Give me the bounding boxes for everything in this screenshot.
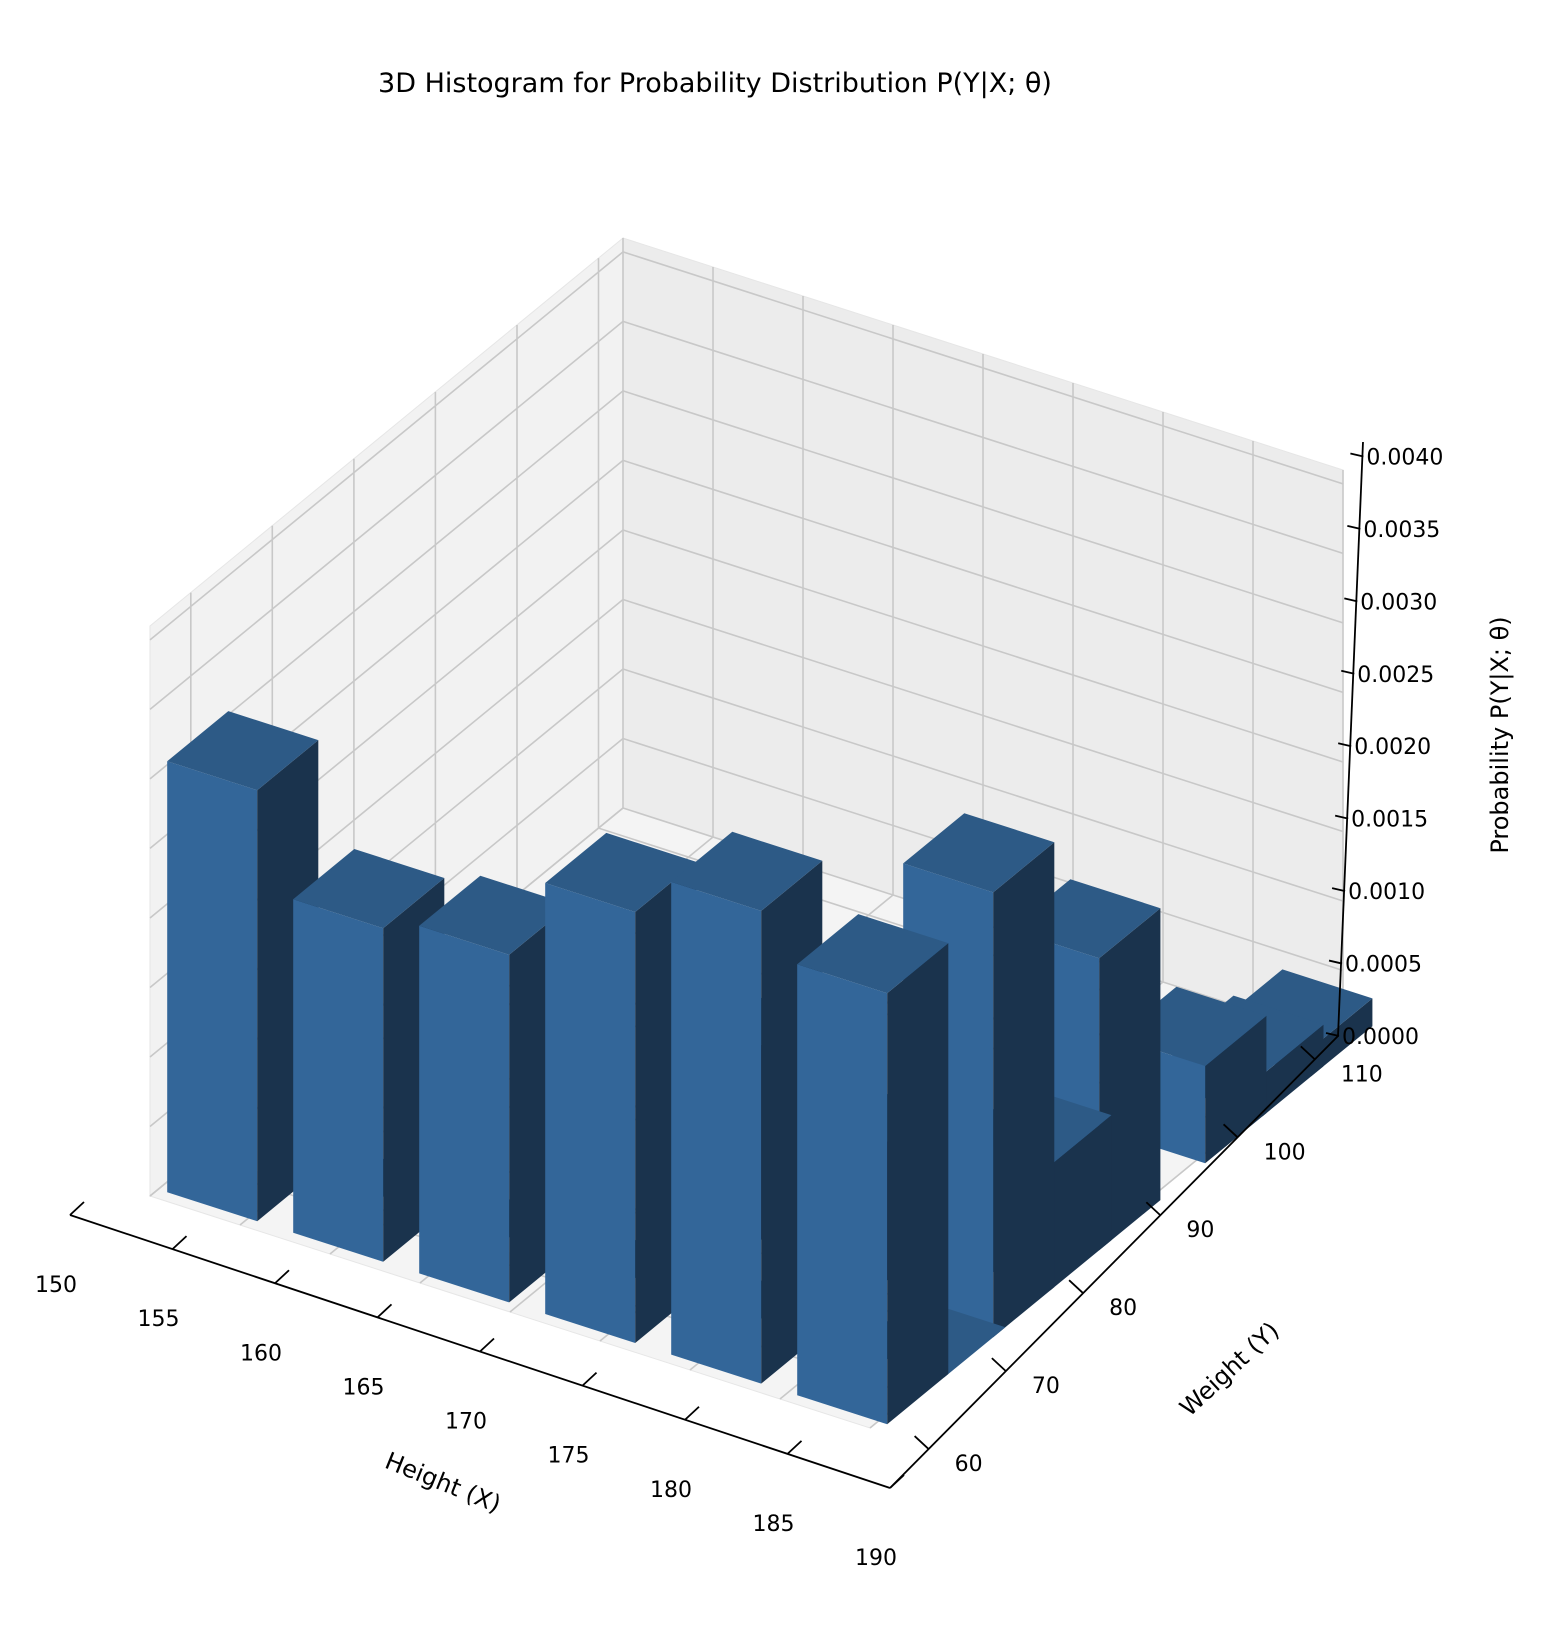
bar-front-face (419, 925, 510, 1303)
bar-top-face (545, 832, 697, 912)
y-tick-mark (1068, 1279, 1084, 1294)
z-tick-mark (1344, 597, 1358, 603)
y-tick-label: 80 (1109, 1296, 1137, 1321)
x-tick-label: 190 (855, 1546, 897, 1571)
bar-top-face (797, 914, 949, 994)
bar-front-face (671, 881, 762, 1384)
bar-top-face (671, 831, 823, 911)
bar-top-face (167, 711, 319, 791)
bar-front-face (797, 964, 888, 1425)
z-tick-label: 0.0020 (1354, 735, 1431, 760)
z-tick-mark (1341, 669, 1355, 675)
x-tick-mark (69, 1201, 85, 1216)
bar-front-face (293, 899, 384, 1262)
x-axis-label: Height (X) (381, 1447, 505, 1519)
bar-side-face (1099, 908, 1161, 1251)
x-tick-mark (581, 1371, 598, 1387)
bar-top-face (903, 813, 1055, 893)
z-tick-label: 0.0035 (1363, 518, 1440, 543)
x-tick-mark (171, 1235, 188, 1250)
x-tick-mark (376, 1303, 393, 1319)
z-tick-label: 0.0025 (1357, 663, 1434, 688)
bar (671, 831, 823, 1384)
bar-side-face (1311, 998, 1373, 1077)
x-tick-label: 175 (548, 1444, 590, 1469)
z-axis-label: Probability P(Y|X; θ) (1486, 616, 1514, 853)
y-tick-mark (1145, 1201, 1161, 1216)
x-tick-label: 155 (138, 1307, 180, 1332)
bar-side-face (993, 842, 1055, 1338)
z-tick-label: 0.0040 (1366, 445, 1443, 470)
z-tick-mark (1337, 742, 1352, 748)
x-tick-label: 180 (650, 1478, 692, 1503)
y-tick-label: 70 (1032, 1374, 1060, 1399)
tick-labels: 150 155 160 165 170 175 180 185 190 60 70 80 90 100 11… (35, 445, 1443, 1571)
bar-side-face (1262, 1024, 1324, 1117)
bar-front-face (167, 761, 258, 1222)
z-tick-mark (1347, 525, 1361, 530)
x-tick-label: 170 (445, 1410, 487, 1435)
z-tick-mark (1328, 959, 1343, 965)
y-axis-label: Weight (Y) (1174, 1316, 1284, 1421)
z-tick-mark (1350, 452, 1364, 458)
axis-lines (69, 441, 1364, 1489)
x-tick-label: 160 (240, 1341, 282, 1366)
x-tick-mark (274, 1269, 290, 1284)
y-tick-mark (991, 1357, 1007, 1372)
bars-group (167, 711, 1373, 1425)
z-grid-line (149, 390, 1344, 780)
y-tick-mark (1222, 1123, 1239, 1138)
z-tick-mark (1334, 814, 1349, 820)
y-tick-mark (914, 1435, 930, 1450)
z-tick-label: 0.0000 (1342, 1025, 1419, 1050)
y-tick-label: 110 (1341, 1062, 1383, 1087)
y-tick-label: 100 (1264, 1140, 1306, 1165)
y-tick-label: 60 (955, 1452, 983, 1477)
bar-side-face (1050, 1115, 1112, 1291)
z-tick-mark (1325, 1032, 1340, 1037)
x-tick-mark (889, 1474, 905, 1489)
z-tick-label: 0.0010 (1348, 880, 1425, 905)
bar-top-face (419, 875, 571, 955)
z-grid-line (149, 251, 1344, 641)
bar-top-face (293, 849, 445, 929)
y-axis-line (889, 1035, 1339, 1489)
z-axis-line (1337, 441, 1364, 1037)
z-tick-label: 0.0005 (1345, 953, 1422, 978)
bar-front-face (545, 883, 636, 1343)
x-tick-label: 150 (35, 1273, 77, 1298)
y-tick-mark (1300, 1045, 1316, 1061)
bar (797, 914, 949, 1425)
x-tick-label: 185 (753, 1512, 795, 1537)
bar-side-face (887, 943, 949, 1425)
x-tick-mark (479, 1337, 495, 1353)
z-tick-mark (1331, 887, 1346, 892)
z-tick-label: 0.0015 (1351, 808, 1428, 833)
x-tick-label: 165 (343, 1375, 385, 1400)
z-tick-label: 0.0030 (1360, 590, 1437, 615)
x-tick-mark (786, 1440, 803, 1455)
x-tick-mark (684, 1406, 700, 1421)
y-tick-label: 90 (1186, 1218, 1214, 1243)
bar-side-face (1205, 1015, 1267, 1164)
z-grid-line (149, 320, 1344, 711)
chart-title: 3D Histogram for Probability Distributio… (378, 68, 1052, 99)
z-grid-line (149, 459, 1344, 850)
